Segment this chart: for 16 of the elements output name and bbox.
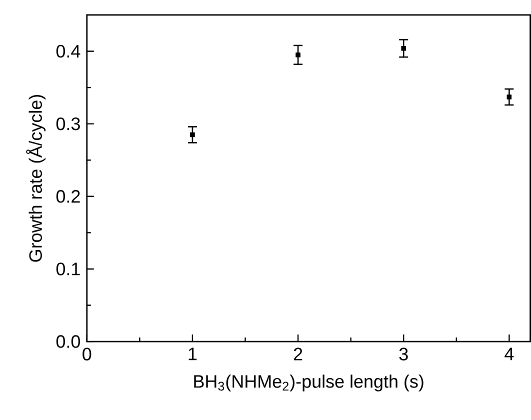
x-tick-label: 2	[294, 348, 302, 360]
y-tick-label: 0.3	[56, 117, 80, 130]
y-tick-label: 0.1	[56, 262, 80, 276]
point	[506, 94, 512, 100]
y-axis-title: Growth rate (Å/cycle)	[26, 94, 46, 262]
x-tick-label: 3	[399, 348, 408, 360]
y-tick-label: 0.0	[56, 334, 80, 348]
point	[401, 46, 406, 51]
y-tick-label: 0.4	[56, 44, 80, 58]
point	[296, 52, 300, 58]
y-tick-label: 0.2	[56, 190, 80, 203]
point	[190, 132, 195, 137]
x-axis-title: BH$_{3}$(NHMe$_{2}$)-pulse length (s)	[194, 374, 424, 392]
x-tick-label: 1	[188, 348, 197, 360]
x-tick-label: 4	[504, 348, 514, 360]
x-tick-label: 0	[82, 348, 92, 360]
